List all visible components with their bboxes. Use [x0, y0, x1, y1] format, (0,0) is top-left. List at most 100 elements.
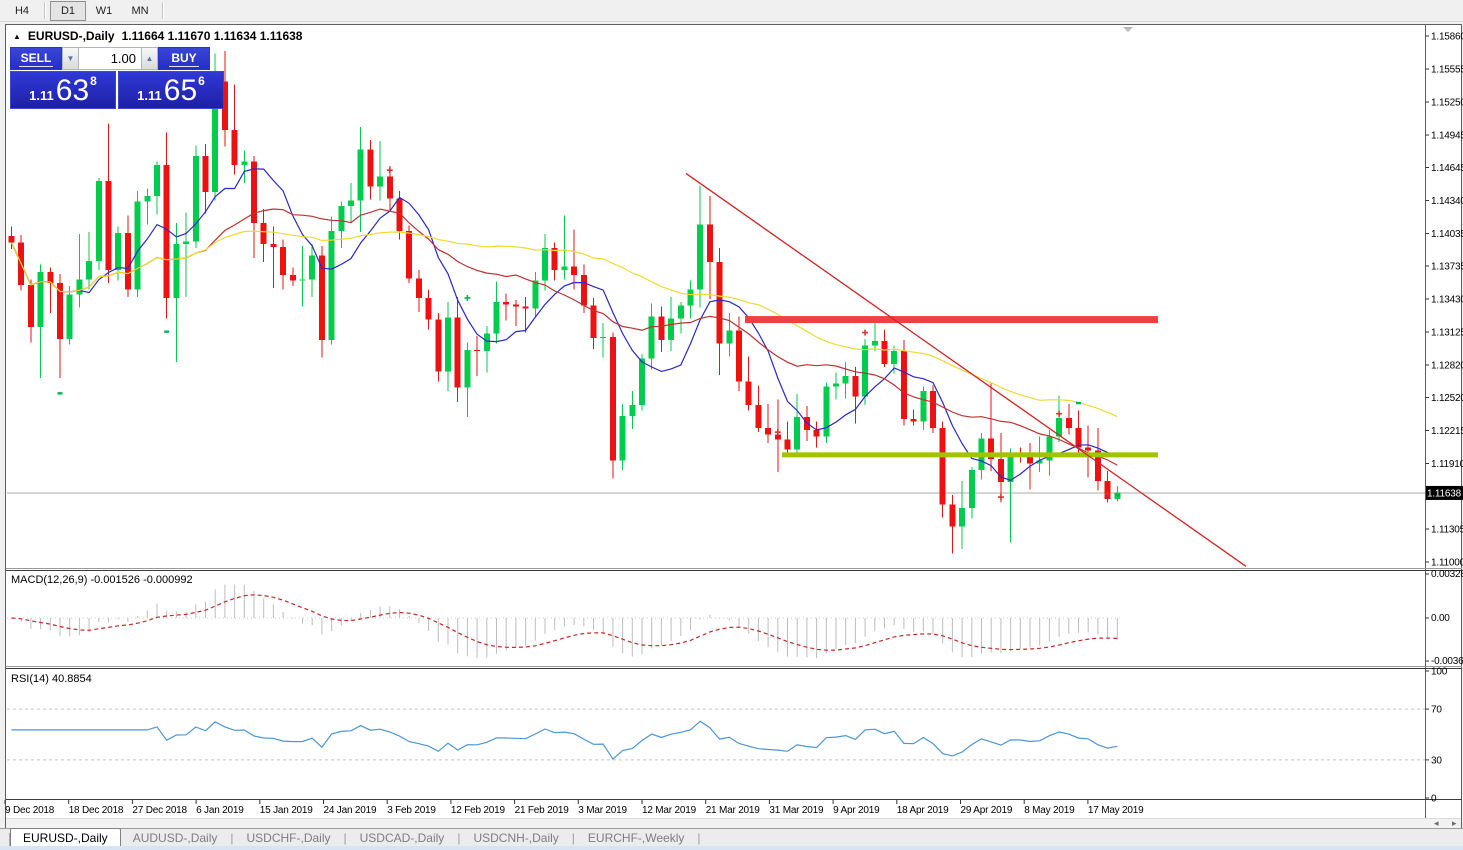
svg-text:1.15860: 1.15860 [1431, 32, 1463, 43]
macd-pane: 0.003287 0.00 -0.003657 [7, 569, 1463, 667]
timeframe-button-h4[interactable]: H4 [14, 4, 30, 17]
spinner-down-icon: ▼ [66, 54, 75, 63]
chart-shift-icon[interactable] [1123, 27, 1133, 32]
svg-text:12 Mar 2019: 12 Mar 2019 [642, 805, 697, 816]
support-line[interactable] [782, 452, 1158, 458]
tab-separator: | [230, 831, 234, 845]
svg-text:1.13125: 1.13125 [1431, 328, 1463, 339]
svg-text:18 Dec 2018: 18 Dec 2018 [69, 805, 124, 816]
volume-increase-button[interactable]: ▲ [141, 47, 158, 70]
candlesticks [8, 51, 1121, 554]
svg-text:1.13735: 1.13735 [1431, 261, 1463, 272]
sell-price-big: 63 [55, 74, 90, 108]
chart-tab-usdchf[interactable]: USDCHF-,Daily [246, 831, 331, 845]
chart-window [5, 24, 1462, 828]
svg-text:1.12520: 1.12520 [1431, 393, 1463, 404]
scroll-right-icon[interactable]: ▸ [1452, 818, 1457, 828]
chart-tab-audusd[interactable]: AUDUSD-,Daily [132, 831, 218, 845]
chart-tab-eurusd[interactable]: EURUSD-,Daily [10, 828, 121, 847]
chart-ohlc: 1.11664 1.11670 1.11634 1.11638 [121, 29, 303, 43]
svg-text:1.11305: 1.11305 [1431, 524, 1463, 535]
timeframe-button-w1[interactable]: W1 [95, 4, 113, 17]
svg-text:9 Apr 2019: 9 Apr 2019 [833, 805, 880, 816]
svg-text:1.12820: 1.12820 [1431, 361, 1463, 372]
svg-text:21 Mar 2019: 21 Mar 2019 [706, 805, 761, 816]
chart-title: ▲ EURUSD-,Daily 1.11664 1.11670 1.11634 … [13, 29, 302, 43]
svg-text:1.13430: 1.13430 [1431, 294, 1463, 305]
rsi-label: RSI(14) 40.8854 [11, 673, 92, 685]
collapse-icon[interactable]: ▲ [13, 31, 21, 41]
resistance-line[interactable] [745, 316, 1158, 324]
svg-text:0: 0 [1431, 794, 1437, 805]
svg-text:70: 70 [1431, 705, 1442, 716]
sell-price-prefix: 1.11 [29, 88, 54, 103]
chart-markers [57, 167, 1120, 501]
svg-text:1.14945: 1.14945 [1431, 131, 1463, 142]
tab-scroll-notch [0, 833, 10, 847]
one-click-trade-panel: SELL ▼ 1.00 ▲ BUY 1.11 63 8 1.11 6 [10, 47, 228, 109]
svg-text:1.11910: 1.11910 [1431, 459, 1463, 470]
sell-price-tile[interactable]: 1.11 63 8 [10, 71, 116, 109]
current-price-tag: 1.11638 [1426, 485, 1463, 500]
status-strip [0, 846, 1463, 850]
volume-decrease-button[interactable]: ▼ [62, 47, 79, 70]
svg-text:1.15250: 1.15250 [1431, 98, 1463, 109]
tab-separator: | [457, 831, 461, 845]
buy-price-big: 65 [163, 74, 198, 108]
chart-symbol: EURUSD-,Daily [27, 29, 115, 43]
volume-input[interactable]: 1.00 [79, 47, 141, 70]
svg-text:17 May 2019: 17 May 2019 [1088, 805, 1144, 816]
svg-text:21 Feb 2019: 21 Feb 2019 [515, 805, 570, 816]
chart-tab-eurchf[interactable]: EURCHF-,Weekly [587, 831, 685, 845]
svg-text:18 Apr 2019: 18 Apr 2019 [897, 805, 949, 816]
svg-text:3 Feb 2019: 3 Feb 2019 [387, 805, 436, 816]
svg-text:31 Mar 2019: 31 Mar 2019 [769, 805, 824, 816]
svg-text:1.14645: 1.14645 [1431, 163, 1463, 174]
chart-tabs-bar: EURUSD-,Daily AUDUSD-,Daily | USDCHF-,Daily… [0, 828, 1463, 847]
toolbar-separator [162, 2, 164, 19]
scroll-left-icon[interactable]: ◂ [1434, 818, 1439, 828]
svg-text:15 Jan 2019: 15 Jan 2019 [260, 805, 313, 816]
svg-text:-0.003657: -0.003657 [1431, 656, 1463, 667]
svg-text:29 Apr 2019: 29 Apr 2019 [961, 805, 1013, 816]
svg-text:1.14340: 1.14340 [1431, 196, 1463, 207]
svg-text:0.00: 0.00 [1431, 613, 1450, 624]
descending-trendline[interactable] [685, 172, 1247, 567]
window-frame [6, 25, 1462, 818]
buy-price-tile[interactable]: 1.11 65 6 [118, 71, 224, 109]
svg-text:1.15555: 1.15555 [1431, 65, 1463, 76]
moving-average-45 [10, 230, 1118, 418]
sell-button[interactable]: SELL [10, 47, 62, 70]
timeframe-button-mn[interactable]: MN [131, 4, 149, 17]
moving-average-8 [10, 168, 1118, 481]
svg-text:12 Feb 2019: 12 Feb 2019 [451, 805, 506, 816]
chart-tab-usdcad[interactable]: USDCAD-,Daily [359, 831, 445, 845]
spinner-up-icon: ▲ [145, 54, 154, 63]
chart-tab-usdcnh[interactable]: USDCNH-,Daily [473, 831, 559, 845]
rsi-line [11, 720, 1118, 761]
date-axis: 9 Dec 2018 18 Dec 2018 27 Dec 2018 6 Jan 20… [4, 800, 1144, 816]
tab-separator: | [343, 831, 347, 845]
svg-text:9 Dec 2018: 9 Dec 2018 [5, 805, 55, 816]
rsi-pane: 100 70 30 0 [7, 667, 1448, 805]
macd-label: MACD(12,26,9) -0.001526 -0.000992 [11, 574, 193, 586]
horizontal-scrollbar[interactable]: ◂ ▸ [6, 818, 1461, 828]
svg-text:1.14035: 1.14035 [1431, 229, 1463, 240]
tab-separator: | [697, 831, 701, 845]
buy-price-sup: 6 [198, 74, 205, 88]
toolbar-separator [44, 2, 46, 19]
timeframe-toolbar: H4 D1 W1 MN [0, 0, 1463, 22]
buy-button[interactable]: BUY [158, 47, 210, 70]
timeframe-button-d1[interactable]: D1 [50, 0, 86, 21]
svg-text:24 Jan 2019: 24 Jan 2019 [324, 805, 377, 816]
svg-text:3 Mar 2019: 3 Mar 2019 [578, 805, 627, 816]
svg-text:1.11000: 1.11000 [1431, 557, 1463, 568]
buy-price-prefix: 1.11 [137, 88, 162, 103]
svg-text:0.003287: 0.003287 [1431, 569, 1463, 580]
svg-text:1.12215: 1.12215 [1431, 426, 1463, 437]
svg-text:1.11638: 1.11638 [1427, 488, 1462, 499]
svg-text:27 Dec 2018: 27 Dec 2018 [132, 805, 187, 816]
sell-price-sup: 8 [90, 74, 97, 88]
